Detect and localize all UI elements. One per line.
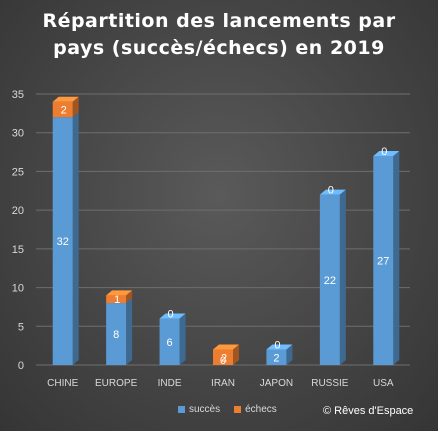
bar-success [106,303,127,365]
value-label-failure: 0 [274,340,280,352]
value-label-success: 8 [113,329,119,341]
bar-success-side [393,150,400,365]
value-label-success: 27 [377,255,389,267]
value-label-success: 0 [220,355,226,367]
x-category-label: CHINE [47,378,78,389]
chart-title-line-2: pays (succès/échecs) en 2019 [53,37,385,59]
y-tick-label: 25 [12,166,24,178]
bar-top [106,290,133,296]
legend-swatch-success [178,406,185,413]
bar-top [266,344,293,350]
bar-success [52,117,73,365]
x-category-label: JAPON [260,378,293,389]
bar-success-side [339,189,346,365]
y-tick-label: 0 [18,360,24,372]
y-tick-label: 15 [12,244,24,256]
x-category-label: INDE [158,378,182,389]
x-category-label: USA [373,378,394,389]
chart-title-line-1: Répartition des lancements par [42,10,396,32]
value-label-failure: 0 [168,309,174,321]
value-label-failure: 2 [221,352,227,364]
value-label-success: 32 [57,236,69,248]
legend-item-failures: échecs [234,404,277,415]
value-label-failure: 0 [381,146,387,158]
bar-top [319,189,346,195]
value-label-success: 6 [167,337,173,349]
y-tick-label: 30 [12,128,24,140]
value-label-success: 2 [273,352,279,364]
bar-top [373,150,400,156]
bar-success-side [179,313,186,365]
bar-success-side [72,112,79,365]
legend-label-failures: échecs [245,404,277,415]
chart-title: Répartition des lancements par pays (suc… [0,8,438,62]
bar-success-side [286,344,293,365]
bar-success-side [126,298,133,365]
legend-label-success: succès [189,404,221,415]
bar-failure-side [126,290,133,304]
legend: succès échecs [178,404,277,415]
copyright-credit: © Rêves d'Espace [323,405,414,417]
value-label-failure: 2 [61,104,67,116]
bar-failure [106,295,127,304]
legend-item-success: succès [178,404,220,415]
bar-success [159,318,180,365]
y-tick-label: 20 [12,205,24,217]
x-category-label: IRAN [211,378,235,389]
legend-swatch-failures [234,406,242,413]
bar-success [373,155,394,365]
bar-top [213,344,239,350]
bar-failure [52,101,73,118]
x-category-label: RUSSIE [311,378,349,389]
value-label-failure: 1 [114,294,120,306]
x-category-label: EUROPE [95,378,138,389]
bar-top [52,96,79,102]
y-tick-label: 35 [12,89,24,101]
bar-success [266,349,287,365]
value-label-success: 22 [324,275,336,287]
bar-failure-side [72,96,79,118]
bar-failure-side [233,344,239,365]
value-label-failure: 0 [328,185,334,197]
bar-failure [213,349,233,365]
bar-top [159,313,186,319]
y-tick-label: 5 [18,321,24,333]
bar-success [319,194,340,365]
y-tick-label: 10 [12,283,24,295]
